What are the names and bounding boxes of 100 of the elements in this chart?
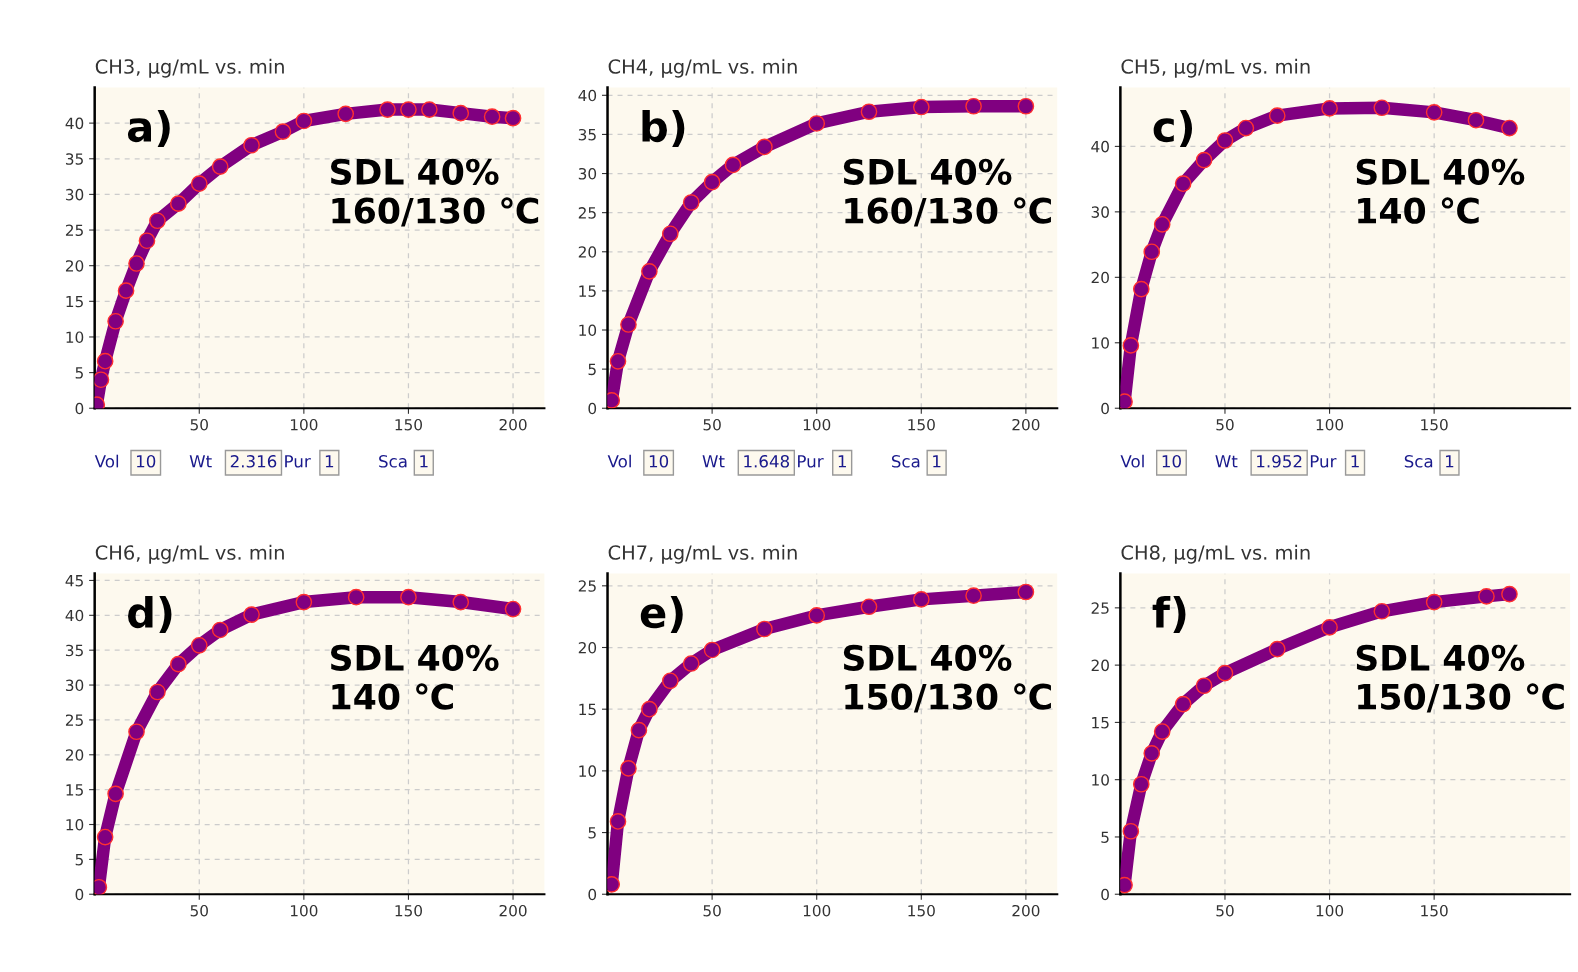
point [1017,583,1035,601]
y-tick-label: 20 [65,749,84,761]
annotation: SDL 40% 140 ℃ [1356,158,1525,224]
annotation: d) [128,595,172,634]
x-tick-label: 50 [1216,904,1234,917]
point [1237,119,1255,137]
y-tick-label: 35 [65,644,83,657]
point [641,262,658,280]
point [483,108,501,126]
x-tick-label: 50 [703,418,721,431]
text: 10 [649,455,669,468]
y-tick-label: 40 [1091,140,1109,153]
text: 2.316 [230,455,277,468]
point [1268,107,1286,124]
point [1132,280,1150,298]
text: Wt [1215,455,1238,468]
x-tick-label: 50 [190,418,208,431]
annotation: a) [127,109,170,148]
x-tick-label: 100 [290,904,318,917]
y-tick-label: 20 [578,246,597,258]
y-tick-label: 15 [579,703,596,716]
point [860,598,878,616]
text: Sca [891,455,920,468]
text: 1 [420,455,428,468]
point [724,156,742,174]
y-tick-label: 15 [66,784,83,796]
point [295,112,313,130]
point [347,588,365,606]
y-tick-label: 20 [1091,271,1109,284]
y-tick-label: 0 [588,402,597,415]
x-tick-label: 200 [499,418,527,431]
point [703,173,721,191]
text: Pur [1310,455,1337,468]
x-tick-label: 100 [1316,904,1344,917]
point [682,194,700,211]
text: Vol [607,454,631,468]
y-tick-label: 10 [66,331,84,343]
text: Pur [798,455,824,468]
point [337,105,355,123]
point [1321,618,1338,636]
y-tick-label: 0 [1101,402,1109,415]
point [682,655,700,672]
y-tick-label: 25 [1091,602,1109,614]
point [190,636,208,654]
point [1195,151,1213,169]
x-tick-label: 150 [1421,904,1448,917]
x-tick-label: 200 [499,904,527,917]
point [211,158,229,175]
y-tick-label: 0 [75,402,84,415]
y-tick-label: 25 [65,224,83,237]
text: Vol [1120,454,1144,468]
y-tick-label: 15 [579,285,596,297]
point [94,371,110,389]
chart-title: CH5, μg/mL vs. min [1121,58,1310,78]
y-tick-label: 15 [66,295,83,308]
y-tick-label: 25 [65,714,83,726]
y-tick-label: 30 [65,188,84,201]
point [661,225,679,243]
x-tick-label: 100 [803,904,831,917]
point [1425,593,1443,611]
point [1425,104,1443,121]
point [1467,111,1485,129]
y-tick-label: 0 [1101,888,1109,901]
text: Sca [1404,455,1433,468]
point [295,593,313,611]
point [661,672,679,690]
point [1216,664,1234,682]
text: 1 [838,455,846,468]
x-tick-label: 50 [1216,418,1234,431]
y-tick-label: 25 [578,207,596,219]
point [756,620,773,638]
x-tick-label: 50 [190,904,208,917]
point [1143,745,1161,762]
chart-title: CH7, μg/mL vs. min [608,544,797,564]
text: 1.952 [1257,455,1302,468]
x-tick-label: 150 [395,418,423,431]
y-tick-label: 25 [578,580,596,592]
y-tick-label: 30 [65,679,84,692]
annotation: e) [640,595,683,634]
point [243,606,260,623]
point [379,101,396,118]
point [1216,132,1234,149]
point [452,104,470,122]
point [1132,775,1150,793]
point [170,195,187,213]
x-tick-label: 100 [803,418,831,431]
point [107,785,124,803]
point [703,641,721,659]
x-tick-label: 150 [908,904,935,917]
point [96,828,114,846]
point [170,655,187,673]
text: Wt [702,455,725,468]
point [1153,215,1171,233]
point [912,98,930,116]
x-tick-label: 150 [908,418,935,431]
point [1195,677,1213,695]
point [1153,723,1171,740]
point [965,97,982,115]
y-tick-label: 45 [65,575,83,587]
x-tick-label: 150 [395,904,423,917]
